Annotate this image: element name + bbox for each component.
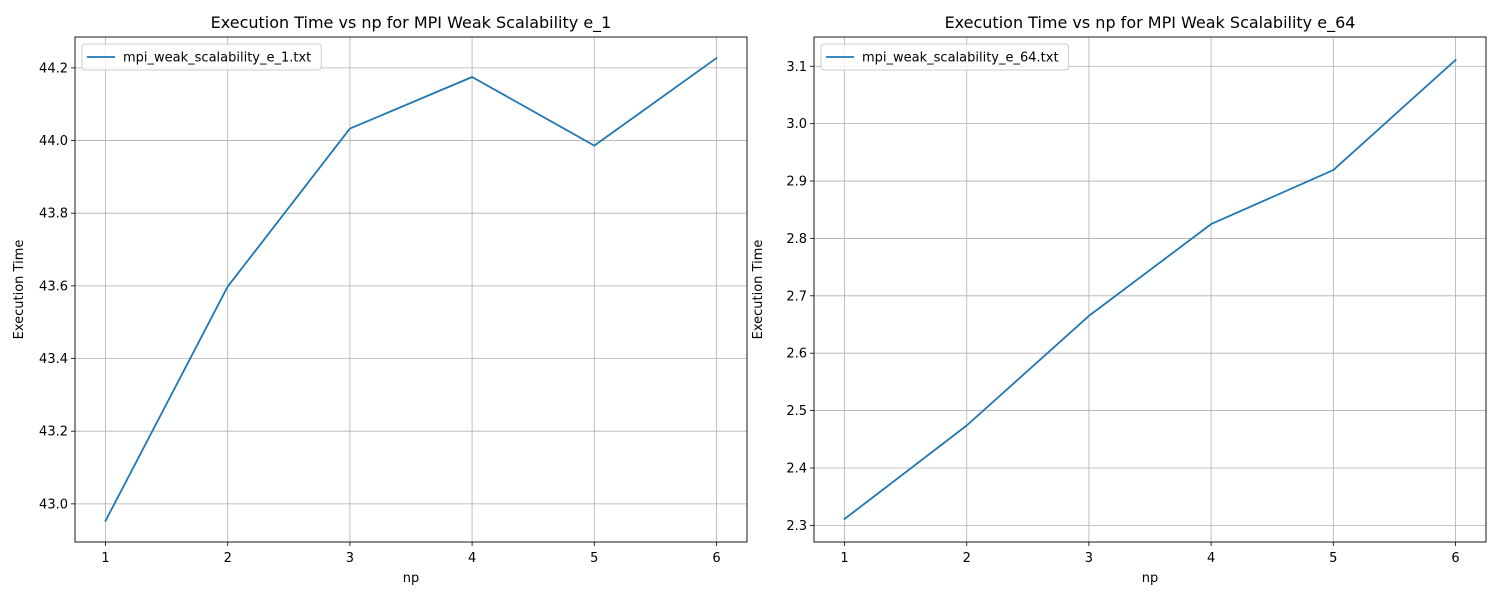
chart-1-legend: mpi_weak_scalability_e_1.txt xyxy=(81,43,322,71)
chart-2-x-tick-label: 2 xyxy=(963,551,971,566)
chart-2-x-tick-label: 6 xyxy=(1451,551,1459,566)
chart-2-y-tick-label: 2.3 xyxy=(786,519,807,534)
chart-1-y-tick-label: 43.2 xyxy=(39,425,68,440)
chart-2-x-axis-label: np xyxy=(1142,571,1159,586)
chart-1-axes-frame xyxy=(74,36,748,543)
chart-1-legend-box xyxy=(81,43,322,71)
chart-2-x-tick-label: 5 xyxy=(1329,551,1337,566)
chart-2-y-tick-label: 2.5 xyxy=(786,404,807,419)
chart-2: Execution Time vs np for MPI Weak Scalab… xyxy=(751,13,1487,586)
chart-1-y-tick-label: 43.6 xyxy=(39,279,68,294)
chart-1-x-tick-label: 5 xyxy=(590,551,598,566)
chart-2-x-tick-label: 3 xyxy=(1085,551,1093,566)
chart-2-y-tick-label: 2.9 xyxy=(786,175,807,190)
chart-2-legend: mpi_weak_scalability_e_64.txt xyxy=(820,43,1070,71)
chart-2-axes-frame xyxy=(813,36,1487,543)
chart-1-x-tick-label: 2 xyxy=(224,551,232,566)
chart-1-series-line xyxy=(104,56,718,523)
chart-2-x-tick-label: 4 xyxy=(1207,551,1215,566)
chart-2-legend-box xyxy=(820,43,1070,71)
chart-1-x-tick-label: 6 xyxy=(712,551,720,566)
chart-2-ticks: 1 2 3 4 5 6 2.3 2.4 2.5 2.6 2.7 2.8 2.9 3.0 3.1 xyxy=(786,60,1459,566)
chart-1: Execution Time vs np for MPI Weak Scalab… xyxy=(12,13,748,586)
chart-1-title: Execution Time vs np for MPI Weak Scalab… xyxy=(211,13,612,33)
chart-2-y-tick-label: 2.7 xyxy=(786,289,807,304)
chart-2-y-tick-label: 3.1 xyxy=(786,60,807,75)
chart-2-y-tick-label: 3.0 xyxy=(786,117,807,132)
chart-2-x-tick-label: 1 xyxy=(840,551,848,566)
chart-2-legend-label: mpi_weak_scalability_e_64.txt xyxy=(862,51,1059,66)
chart-1-x-tick-label: 1 xyxy=(101,551,109,566)
chart-1-y-axis-label: Execution Time xyxy=(12,240,27,340)
chart-2-y-tick-label: 2.4 xyxy=(786,461,807,476)
chart-2-y-tick-label: 2.8 xyxy=(786,232,807,247)
chart-1-y-tick-label: 43.4 xyxy=(39,352,68,367)
chart-1-x-tick-label: 3 xyxy=(346,551,354,566)
chart-1-y-tick-label: 44.2 xyxy=(39,61,68,76)
chart-2-y-axis-label: Execution Time xyxy=(751,240,766,340)
chart-1-legend-label: mpi_weak_scalability_e_1.txt xyxy=(123,51,311,66)
chart-2-grid xyxy=(814,37,1486,542)
chart-2-series-line xyxy=(843,58,1457,521)
chart-1-ticks: 1 2 3 4 5 6 43.0 43.2 43.4 43.6 43.8 44.0 44.2 xyxy=(39,61,721,566)
chart-1-y-tick-label: 44.0 xyxy=(39,134,68,149)
chart-1-grid xyxy=(75,37,747,542)
chart-2-y-tick-label: 2.6 xyxy=(786,347,807,362)
chart-2-title: Execution Time vs np for MPI Weak Scalab… xyxy=(945,13,1356,33)
chart-1-x-axis-label: np xyxy=(403,571,420,586)
chart-1-x-tick-label: 4 xyxy=(468,551,476,566)
chart-1-y-tick-label: 43.8 xyxy=(39,207,68,222)
chart-1-y-tick-label: 43.0 xyxy=(39,497,68,512)
